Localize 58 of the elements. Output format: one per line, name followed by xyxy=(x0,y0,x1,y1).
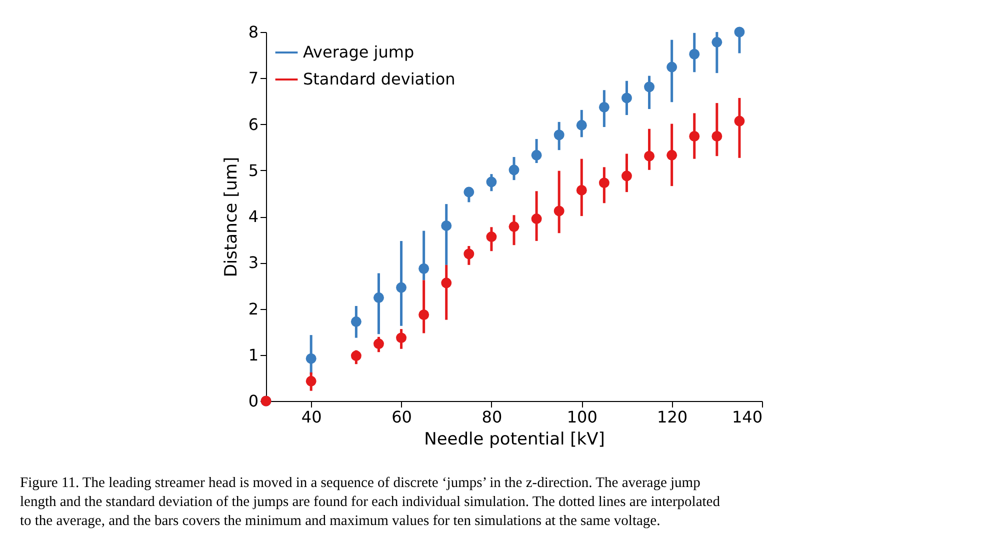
point xyxy=(666,62,678,72)
point xyxy=(621,92,632,104)
point xyxy=(712,131,722,142)
point xyxy=(486,176,497,188)
point xyxy=(418,310,430,320)
point xyxy=(508,221,520,232)
point xyxy=(350,350,362,362)
point xyxy=(350,316,362,327)
point xyxy=(554,206,564,216)
y-tick-label: 2 xyxy=(248,299,258,318)
point xyxy=(554,130,564,140)
y-tick-label: 7 xyxy=(248,68,258,88)
point xyxy=(396,282,407,293)
point xyxy=(306,353,316,364)
point xyxy=(576,120,587,130)
point xyxy=(644,150,655,162)
point xyxy=(486,232,497,242)
point xyxy=(396,332,407,344)
point xyxy=(464,248,474,260)
x-tick-label: 100 xyxy=(566,408,598,426)
point xyxy=(689,131,700,142)
point xyxy=(531,150,542,160)
x-axis-title: Needle potential [kV] xyxy=(424,430,605,450)
point xyxy=(508,164,520,176)
legend-label: Average jump xyxy=(303,42,414,62)
point xyxy=(418,263,430,274)
y-tick-label: 6 xyxy=(248,114,258,134)
x-tick-label: 140 xyxy=(732,408,762,426)
point xyxy=(734,116,745,126)
x-tick-label: 80 xyxy=(482,408,502,426)
y-tick-label: 5 xyxy=(248,160,258,180)
point xyxy=(464,186,474,198)
x-tick-label: 120 xyxy=(657,408,688,426)
point xyxy=(712,36,722,48)
point xyxy=(689,48,700,60)
point xyxy=(666,150,678,160)
point xyxy=(734,26,745,38)
y-tick-label: 8 xyxy=(248,22,258,42)
point xyxy=(621,170,632,182)
point xyxy=(373,292,384,303)
y-tick-label: 0 xyxy=(248,392,258,410)
x-tick-label: 40 xyxy=(301,408,322,426)
point xyxy=(306,376,316,386)
point xyxy=(441,220,452,231)
point xyxy=(598,102,610,112)
point xyxy=(373,338,384,350)
legend-label: Standard deviation xyxy=(303,70,456,88)
point xyxy=(598,178,610,188)
point xyxy=(531,214,542,224)
point xyxy=(644,82,655,92)
x-tick-label: 60 xyxy=(392,408,412,426)
point xyxy=(576,184,587,196)
caption: Figure 11. The leading streamer head is moved in a sequence of discrete ‘jumps’ in the z-direction. The average jump length and the standard deviation of the jumps are found for each individual simulation. The dotted lines are interpolated to the average, and the bars covers the minimum and maximum values for ten simulations at the same voltage. xyxy=(20,475,721,529)
y-axis-title: Distance [um] xyxy=(221,156,242,278)
y-tick-label: 3 xyxy=(248,253,258,272)
y-tick-label: 4 xyxy=(248,207,258,226)
y-tick-label: 1 xyxy=(248,345,258,364)
point xyxy=(441,278,452,288)
